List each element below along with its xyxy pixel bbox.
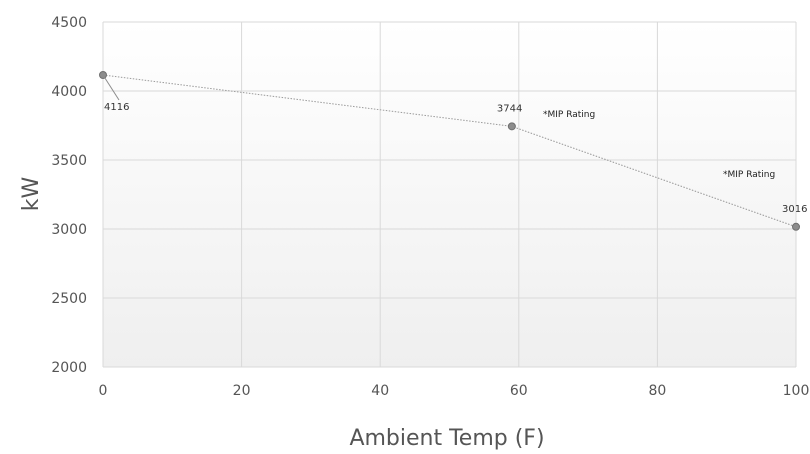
data-point xyxy=(507,122,516,131)
y-tick-label: 4500 xyxy=(51,15,87,31)
x-tick-label: 20 xyxy=(233,383,251,399)
data-label: 4116 xyxy=(104,102,129,113)
y-tick-label: 2500 xyxy=(51,291,87,307)
y-axis-title: kW xyxy=(19,177,44,212)
x-tick-label: 0 xyxy=(99,383,108,399)
x-tick-label: 60 xyxy=(510,383,528,399)
plot-area xyxy=(103,22,796,367)
y-tick-label: 3000 xyxy=(51,222,87,238)
x-tick-label: 100 xyxy=(783,383,810,399)
x-tick-label: 80 xyxy=(648,383,666,399)
y-tick-label: 2000 xyxy=(51,360,87,376)
data-label: 3744 xyxy=(497,103,522,114)
x-axis-title: Ambient Temp (F) xyxy=(349,426,544,451)
data-label-leader-line xyxy=(102,74,120,101)
x-tick-label: 40 xyxy=(371,383,389,399)
annotation: *MIP Rating xyxy=(723,170,775,180)
y-tick-label: 4000 xyxy=(51,84,87,100)
data-point xyxy=(792,222,800,231)
y-tick-label: 3500 xyxy=(51,153,87,169)
data-label: 3016 xyxy=(782,204,807,215)
annotation: *MIP Rating xyxy=(543,110,595,120)
